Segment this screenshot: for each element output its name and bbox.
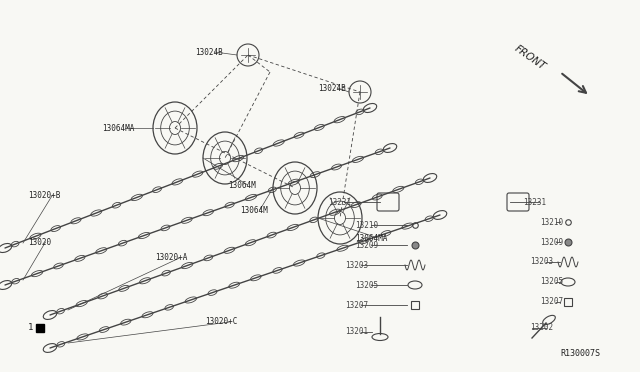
Text: 13231: 13231 xyxy=(328,198,351,206)
Text: 13209: 13209 xyxy=(540,237,563,247)
Bar xyxy=(36,324,44,332)
Text: 13210: 13210 xyxy=(355,221,378,230)
Text: 13207: 13207 xyxy=(345,301,368,310)
Text: 13064M: 13064M xyxy=(228,180,256,189)
Text: FRONT: FRONT xyxy=(513,44,547,72)
Text: 13020+B: 13020+B xyxy=(28,190,60,199)
Text: 13205: 13205 xyxy=(355,280,378,289)
Text: 13024B: 13024B xyxy=(195,48,223,57)
Bar xyxy=(564,298,572,306)
Text: 13020+C: 13020+C xyxy=(205,317,237,327)
Text: 13064MA: 13064MA xyxy=(355,234,387,243)
Text: 1: 1 xyxy=(28,324,33,333)
Text: 13024B: 13024B xyxy=(318,83,346,93)
Text: R130007S: R130007S xyxy=(560,349,600,358)
Text: 13203: 13203 xyxy=(530,257,553,266)
Text: 13209: 13209 xyxy=(355,241,378,250)
Text: 13201: 13201 xyxy=(345,327,368,337)
Text: 13064MA: 13064MA xyxy=(102,124,134,132)
Text: 13207: 13207 xyxy=(540,298,563,307)
Text: 13020+A: 13020+A xyxy=(155,253,188,263)
Bar xyxy=(411,301,419,309)
Text: 13203: 13203 xyxy=(345,260,368,269)
Text: 13231: 13231 xyxy=(523,198,546,206)
Text: 13202: 13202 xyxy=(530,324,553,333)
Text: 13064M: 13064M xyxy=(240,205,268,215)
Text: 13205: 13205 xyxy=(540,278,563,286)
Text: 13020: 13020 xyxy=(28,237,51,247)
Text: 13210: 13210 xyxy=(540,218,563,227)
